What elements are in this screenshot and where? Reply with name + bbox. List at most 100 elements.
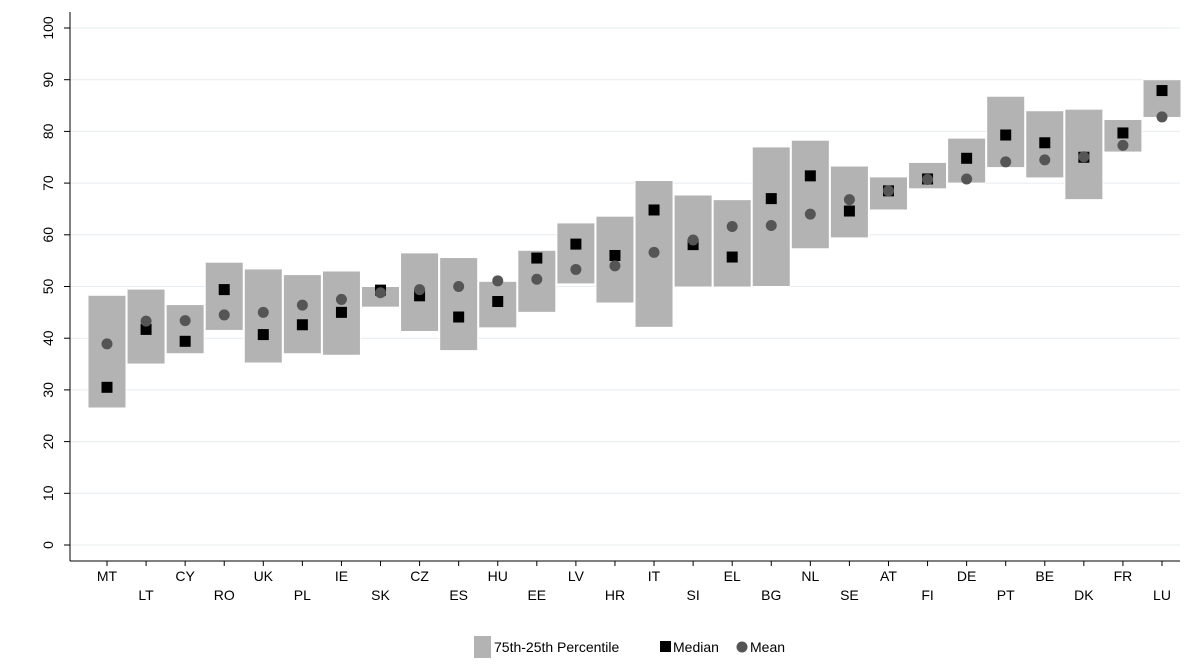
median-marker-LV [570,238,582,250]
median-marker-RO [218,284,230,296]
median-marker-CZ [414,290,426,302]
mean-marker-PT [1000,156,1012,168]
mean-marker-EE [531,273,543,285]
x-axis: MT LT CY RO UK PL IE SK CZ ES HU EE LV HR IT SI EL BG NL SE… [70,560,1180,603]
percentile-box-IE [321,270,361,356]
mean-marker-FI [922,173,934,185]
median-marker-BE [1039,137,1051,149]
x-tick-label-DE: DE [957,568,976,584]
mean-marker-LV [570,263,582,275]
mean-marker-LU [1156,111,1168,123]
mean-marker-LT [140,315,152,327]
x-tick-label-IT: IT [648,568,661,584]
legend-label-percentile: 75th-25th Percentile [494,639,620,655]
percentile-boxes [87,79,1182,409]
percentile-box-EL [712,199,752,288]
mean-marker-HR [609,260,621,272]
x-tick-label-EL: EL [724,568,741,584]
median-marker-CY [179,335,191,347]
x-tick-label-RO: RO [214,587,235,603]
x-tick-label-EE: EE [527,587,546,603]
median-marker-PT [1000,129,1012,141]
median-marker-IE [335,306,347,318]
median-marker-HR [609,249,621,261]
y-tick-label-0: 0 [40,541,56,549]
median-marker-HU [492,295,504,307]
x-tick-label-MT: MT [97,568,118,584]
mean-marker-FR [1117,139,1129,151]
percentile-box-BG [751,146,791,287]
y-tick-label-80: 80 [40,123,56,139]
median-marker-LT [140,323,152,335]
x-tick-label-AT: AT [880,568,897,584]
median-marker-NL [804,170,816,182]
median-marker-MT [101,381,113,393]
y-axis: 0 10 20 30 40 50 60 70 80 90 100 [40,12,71,561]
mean-marker-CY [179,315,191,327]
x-tick-label-CY: CY [175,568,195,584]
mean-marker-BE [1039,154,1051,166]
legend-swatch-mean [736,641,748,653]
x-tick-label-ES: ES [449,587,468,603]
x-tick-label-LV: LV [568,568,585,584]
x-tick-label-PL: PL [294,587,311,603]
x-tick-label-FR: FR [1114,568,1133,584]
y-tick-label-20: 20 [40,434,56,450]
median-marker-SE [843,205,855,217]
y-tick-label-100: 100 [40,16,56,40]
x-tick-label-HR: HR [605,587,625,603]
mean-marker-CZ [414,284,426,296]
median-marker-EE [531,252,543,264]
mean-marker-HU [492,275,504,287]
y-tick-label-30: 30 [40,382,56,398]
mean-marker-DE [961,173,973,185]
mean-marker-IE [335,293,347,305]
legend: 75th-25th Percentile Median Mean [474,636,785,658]
y-tick-label-40: 40 [40,330,56,346]
x-tick-label-BE: BE [1035,568,1054,584]
mean-marker-MT [101,338,113,350]
percentile-box-ES [439,257,479,352]
mean-marker-BG [765,219,777,231]
x-tick-label-LU: LU [1153,587,1171,603]
median-marker-FR [1117,127,1129,139]
mean-marker-UK [257,306,269,318]
y-tick-label-70: 70 [40,175,56,191]
median-marker-IT [648,204,660,216]
percentile-box-SI [673,194,713,288]
mean-marker-EL [726,221,738,233]
x-tick-label-UK: UK [254,568,274,584]
x-tick-label-HU: HU [488,568,508,584]
percentile-box-PL [282,274,322,355]
mean-marker-AT [882,185,894,197]
mean-marker-SK [375,287,387,299]
mean-marker-SE [843,194,855,206]
y-tick-label-10: 10 [40,485,56,501]
median-marker-EL [726,251,738,263]
y-tick-label-60: 60 [40,227,56,243]
x-tick-label-FI: FI [921,587,933,603]
median-marker-BG [765,193,777,205]
median-marker-PL [296,319,308,331]
x-tick-label-BG: BG [761,587,781,603]
x-tick-label-CZ: CZ [410,568,429,584]
mean-marker-DK [1078,151,1090,163]
x-tick-label-LT: LT [138,587,154,603]
y-tick-label-50: 50 [40,279,56,295]
median-marker-UK [257,329,269,341]
mean-markers [101,111,1168,350]
median-marker-LU [1156,85,1168,97]
mean-marker-IT [648,246,660,258]
legend-swatch-median [660,641,671,652]
mean-marker-ES [453,281,465,292]
x-tick-label-IE: IE [335,568,348,584]
mean-marker-SI [687,234,699,246]
median-marker-ES [453,311,465,323]
legend-swatch-percentile [474,636,491,658]
median-marker-DE [961,152,973,164]
legend-label-median: Median [673,639,719,655]
mean-marker-RO [218,309,230,321]
x-tick-label-SI: SI [686,587,699,603]
y-tick-label-90: 90 [40,72,56,88]
